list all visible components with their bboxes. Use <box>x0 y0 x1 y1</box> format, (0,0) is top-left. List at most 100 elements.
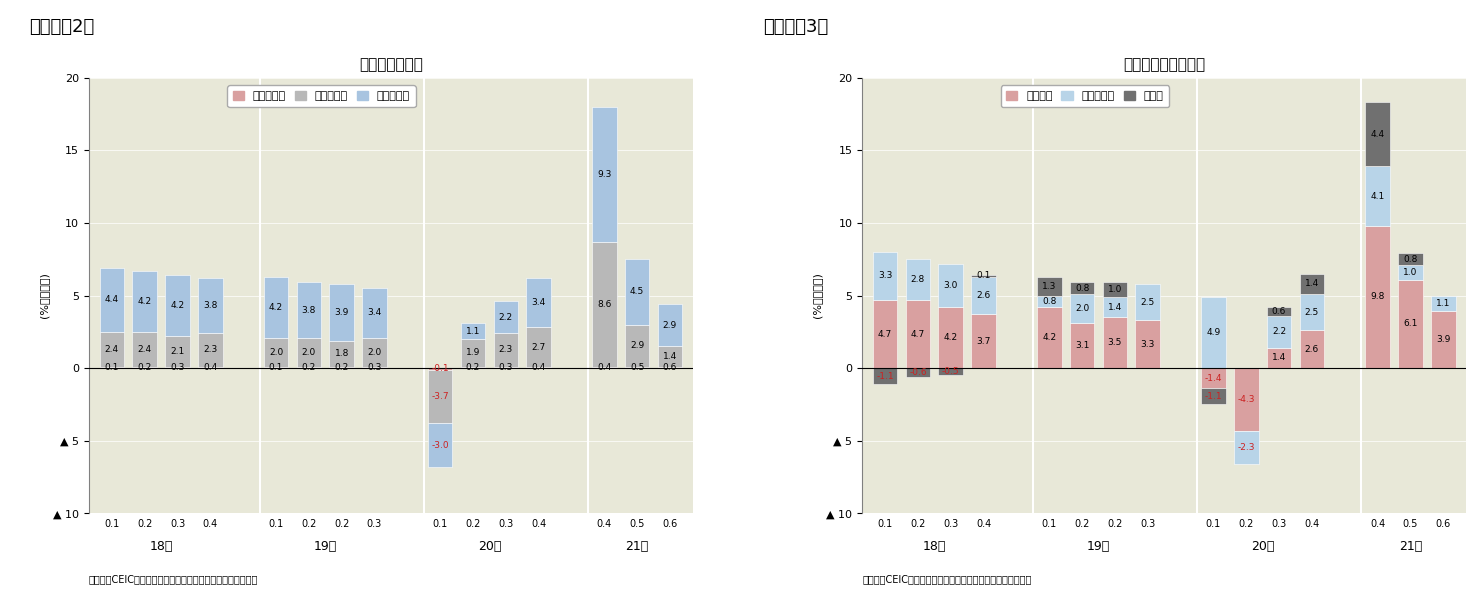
Text: 2.2: 2.2 <box>499 313 512 322</box>
Bar <box>1069 294 1094 323</box>
Text: 2.9: 2.9 <box>663 321 677 330</box>
Text: 2.0: 2.0 <box>302 347 315 356</box>
Text: -0.5: -0.5 <box>942 367 960 376</box>
Text: 1.4: 1.4 <box>1272 353 1286 362</box>
Bar <box>905 259 930 300</box>
Text: -3.7: -3.7 <box>431 392 449 401</box>
Text: 0.1: 0.1 <box>1041 519 1057 529</box>
Text: 0.2: 0.2 <box>301 519 317 529</box>
Bar <box>592 107 616 242</box>
Bar <box>905 368 930 377</box>
Bar <box>166 367 190 368</box>
Text: 0.4: 0.4 <box>532 363 546 372</box>
Text: -1.1: -1.1 <box>877 372 895 381</box>
Text: 3.9: 3.9 <box>1437 336 1450 344</box>
Text: 2.1: 2.1 <box>170 347 185 356</box>
Bar <box>1069 323 1094 368</box>
Text: -0.1: -0.1 <box>431 364 449 373</box>
Bar <box>872 368 897 384</box>
Bar <box>625 325 650 367</box>
Text: 0.5: 0.5 <box>629 363 644 372</box>
Bar <box>1136 284 1160 320</box>
Bar <box>1201 297 1226 368</box>
Text: （図表－2）: （図表－2） <box>30 18 95 36</box>
Bar <box>363 288 387 338</box>
Text: 0.4: 0.4 <box>597 363 612 372</box>
Text: -0.6: -0.6 <box>909 368 927 377</box>
Bar <box>1299 273 1324 294</box>
Text: 2.9: 2.9 <box>629 341 644 350</box>
Text: 3.0: 3.0 <box>943 281 958 290</box>
Text: 21年: 21年 <box>1398 540 1422 553</box>
Text: 0.2: 0.2 <box>335 363 350 372</box>
Text: 0.1: 0.1 <box>1206 519 1220 529</box>
Bar <box>198 367 222 368</box>
Text: 2.8: 2.8 <box>911 275 926 284</box>
Text: 0.3: 0.3 <box>1271 519 1287 529</box>
Text: 4.7: 4.7 <box>911 330 926 338</box>
Text: 0.1: 0.1 <box>268 519 284 529</box>
Text: 2.3: 2.3 <box>499 346 512 355</box>
Text: 0.4: 0.4 <box>1370 519 1385 529</box>
Legend: 第１次産業, 第２次産業, 第３次産業: 第１次産業, 第２次産業, 第３次産業 <box>227 85 416 107</box>
Text: 0.8: 0.8 <box>1403 255 1417 264</box>
Bar <box>1136 320 1160 368</box>
Bar <box>1069 282 1094 294</box>
Bar <box>592 242 616 367</box>
Text: 0.4: 0.4 <box>532 519 546 529</box>
Text: 0.6: 0.6 <box>1272 307 1286 316</box>
Bar <box>1102 318 1127 368</box>
Bar <box>972 276 995 315</box>
Text: 3.4: 3.4 <box>532 298 546 307</box>
Text: 0.3: 0.3 <box>498 519 514 529</box>
Text: 0.5: 0.5 <box>629 519 644 529</box>
Text: 0.3: 0.3 <box>367 519 382 529</box>
Bar <box>625 367 650 368</box>
Text: 3.8: 3.8 <box>302 306 315 315</box>
Bar <box>1398 253 1423 265</box>
Text: 0.1: 0.1 <box>270 363 283 372</box>
Text: 2.7: 2.7 <box>532 343 546 352</box>
Text: 1.4: 1.4 <box>1305 279 1320 288</box>
Text: 9.8: 9.8 <box>1370 293 1385 301</box>
Legend: 最終消費, 総資本形成, 純輸出: 最終消費, 総資本形成, 純輸出 <box>1001 85 1169 107</box>
Text: 18年: 18年 <box>150 540 173 553</box>
Bar <box>296 282 321 338</box>
Text: 0.4: 0.4 <box>597 519 612 529</box>
Text: 2.4: 2.4 <box>138 344 151 354</box>
Text: 0.2: 0.2 <box>467 363 480 372</box>
Bar <box>1234 368 1259 430</box>
Text: 3.4: 3.4 <box>367 309 382 318</box>
Text: -1.1: -1.1 <box>1204 392 1222 401</box>
Text: 2.6: 2.6 <box>1305 344 1320 354</box>
Bar <box>264 367 289 368</box>
Text: （資料）CEIC（出所は中国国家統計局）のデータを元に作成: （資料）CEIC（出所は中国国家統計局）のデータを元に作成 <box>862 574 1031 584</box>
Text: 19年: 19年 <box>1087 540 1111 553</box>
Bar <box>526 367 551 368</box>
Text: 0.4: 0.4 <box>976 519 991 529</box>
Text: 3.1: 3.1 <box>1075 341 1089 350</box>
Bar <box>1398 279 1423 368</box>
Bar <box>1398 265 1423 279</box>
Text: -3.0: -3.0 <box>431 441 449 450</box>
Bar <box>1365 102 1389 166</box>
Text: 19年: 19年 <box>314 540 336 553</box>
Text: 20年: 20年 <box>478 540 501 553</box>
Bar <box>99 332 124 367</box>
Text: 4.2: 4.2 <box>1043 333 1056 342</box>
Title: 需要項目別の寄与度: 需要項目別の寄与度 <box>1123 57 1206 72</box>
Text: 1.4: 1.4 <box>1108 303 1123 312</box>
Text: 2.6: 2.6 <box>976 291 991 300</box>
Text: 20年: 20年 <box>1251 540 1274 553</box>
Bar <box>166 336 190 367</box>
Text: 21年: 21年 <box>625 540 649 553</box>
Bar <box>1431 296 1456 312</box>
Text: 2.2: 2.2 <box>1272 327 1286 336</box>
Bar <box>1365 166 1389 226</box>
Bar <box>1201 389 1226 405</box>
Text: 0.3: 0.3 <box>170 363 185 372</box>
Text: 4.1: 4.1 <box>1370 192 1385 201</box>
Text: 0.2: 0.2 <box>136 519 153 529</box>
Bar <box>939 368 963 376</box>
Text: 3.9: 3.9 <box>335 307 350 317</box>
